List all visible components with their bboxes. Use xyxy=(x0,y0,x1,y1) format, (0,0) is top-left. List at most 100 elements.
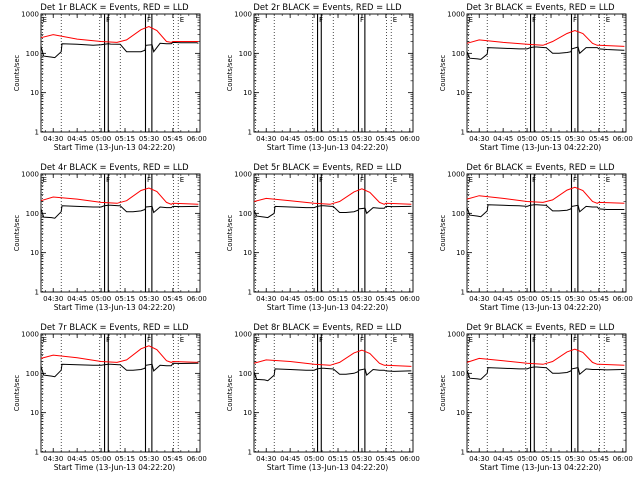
y-tick-label: 10 xyxy=(243,249,252,257)
x-tick-label: 05:30 xyxy=(352,455,372,463)
y-tick-label: 10 xyxy=(243,409,252,417)
y-tick-label: 1 xyxy=(461,289,465,297)
plot-frame xyxy=(466,13,627,133)
x-axis-title: Start Time (13-Jun-13 04:22:20) xyxy=(267,463,389,472)
event-label: F xyxy=(573,176,577,184)
y-tick-label: 1000 xyxy=(234,11,252,19)
panel-title: Det 8r BLACK = Events, RED = LLD xyxy=(253,322,401,332)
events-series-line xyxy=(253,367,412,382)
lld-series-line xyxy=(466,186,625,204)
y-tick-label: 100 xyxy=(239,50,252,58)
x-tick-label: 05:45 xyxy=(589,295,609,303)
panel: Det 2r BLACK = Events, RED = LLD 1 10 100 10… xyxy=(226,2,420,152)
x-axis-title: Start Time (13-Jun-13 04:22:20) xyxy=(480,303,602,312)
corner-label: E xyxy=(606,336,610,344)
y-tick-label: 1000 xyxy=(447,331,465,339)
panel-title: Det 6r BLACK = Events, RED = LLD xyxy=(466,162,614,172)
y-tick-label: 1 xyxy=(35,289,39,297)
x-tick-label: 04:45 xyxy=(280,135,300,143)
corner-label: E xyxy=(180,16,184,24)
plot-frame xyxy=(466,173,627,293)
corner-label: E xyxy=(180,336,184,344)
x-tick-label: 05:15 xyxy=(541,295,561,303)
x-tick-label: 04:45 xyxy=(493,455,513,463)
plot-frame xyxy=(253,333,414,453)
y-tick-label: 10 xyxy=(456,249,465,257)
panel: Det 8r BLACK = Events, RED = LLD 1 10 100 10… xyxy=(226,322,420,472)
x-tick-label: 06:00 xyxy=(187,135,207,143)
event-label: F xyxy=(573,336,577,344)
events-series-line xyxy=(466,204,625,218)
corner-label: E xyxy=(469,16,473,24)
x-tick-label: 04:45 xyxy=(493,135,513,143)
x-axis-title: Start Time (13-Jun-13 04:22:20) xyxy=(54,303,176,312)
y-tick-label: 100 xyxy=(26,370,39,378)
y-tick-label: 10 xyxy=(456,89,465,97)
y-tick-label: 1000 xyxy=(447,11,465,19)
x-tick-label: 06:00 xyxy=(187,455,207,463)
x-tick-label: 04:30 xyxy=(469,295,489,303)
x-axis-title: Start Time (13-Jun-13 04:22:20) xyxy=(267,143,389,152)
x-tick-label: 05:15 xyxy=(115,455,135,463)
x-tick-label: 05:00 xyxy=(517,135,537,143)
corner-label: E xyxy=(393,336,397,344)
x-tick-label: 06:00 xyxy=(400,135,420,143)
x-tick-label: 05:00 xyxy=(517,295,537,303)
corner-label: E xyxy=(180,176,184,184)
events-series-line xyxy=(40,204,199,219)
panel: Det 4r BLACK = Events, RED = LLD 1 10 100 10… xyxy=(13,162,207,312)
panel-title: Det 5r BLACK = Events, RED = LLD xyxy=(253,162,401,172)
y-axis-title: Counts/sec xyxy=(226,374,234,411)
y-axis-title: Counts/sec xyxy=(13,214,21,251)
x-tick-label: 04:45 xyxy=(67,295,87,303)
x-tick-label: 05:45 xyxy=(376,295,396,303)
event-label: F xyxy=(360,176,364,184)
plot-frame xyxy=(253,173,414,293)
panel-title: Det 4r BLACK = Events, RED = LLD xyxy=(40,162,188,172)
y-tick-label: 1000 xyxy=(234,331,252,339)
x-axis-title: Start Time (13-Jun-13 04:22:20) xyxy=(54,463,176,472)
x-tick-label: 05:30 xyxy=(139,135,159,143)
y-tick-label: 10 xyxy=(30,89,39,97)
plot-frame xyxy=(40,333,201,453)
x-tick-label: 05:45 xyxy=(163,455,183,463)
lld-series-line xyxy=(40,187,199,205)
panel-title: Det 3r BLACK = Events, RED = LLD xyxy=(466,2,614,12)
x-tick-label: 05:45 xyxy=(376,455,396,463)
y-tick-label: 100 xyxy=(239,370,252,378)
y-axis-title: Counts/sec xyxy=(226,54,234,91)
y-tick-label: 1000 xyxy=(234,171,252,179)
y-axis-title: Counts/sec xyxy=(13,374,21,411)
x-tick-label: 05:00 xyxy=(304,455,324,463)
plot-frame xyxy=(466,333,627,453)
x-tick-label: 06:00 xyxy=(613,135,633,143)
plot-frame xyxy=(40,13,201,133)
x-tick-label: 06:00 xyxy=(400,455,420,463)
corner-label: E xyxy=(469,336,473,344)
x-tick-label: 05:45 xyxy=(163,295,183,303)
y-tick-label: 1 xyxy=(248,129,252,137)
x-tick-label: 05:30 xyxy=(352,135,372,143)
y-tick-label: 1 xyxy=(35,129,39,137)
panel-title: Det 1r BLACK = Events, RED = LLD xyxy=(40,2,188,12)
x-tick-label: 05:15 xyxy=(328,295,348,303)
x-tick-label: 05:15 xyxy=(541,455,561,463)
corner-label: E xyxy=(256,336,260,344)
y-axis-title: Counts/sec xyxy=(439,214,447,251)
y-tick-label: 100 xyxy=(26,50,39,58)
y-axis-title: Counts/sec xyxy=(439,54,447,91)
y-axis-title: Counts/sec xyxy=(13,54,21,91)
corner-label: E xyxy=(43,16,47,24)
event-label: F xyxy=(360,16,364,24)
y-tick-label: 100 xyxy=(452,210,465,218)
x-tick-label: 05:45 xyxy=(163,135,183,143)
panel: Det 1r BLACK = Events, RED = LLD 1 10 100 10… xyxy=(13,2,207,152)
panel: Det 5r BLACK = Events, RED = LLD 1 10 100 10… xyxy=(226,162,420,312)
y-tick-label: 1 xyxy=(248,289,252,297)
x-tick-label: 04:30 xyxy=(469,135,489,143)
events-series-line xyxy=(466,366,625,380)
x-tick-label: 04:45 xyxy=(280,455,300,463)
x-tick-label: 05:30 xyxy=(139,455,159,463)
events-series-line xyxy=(40,362,199,378)
